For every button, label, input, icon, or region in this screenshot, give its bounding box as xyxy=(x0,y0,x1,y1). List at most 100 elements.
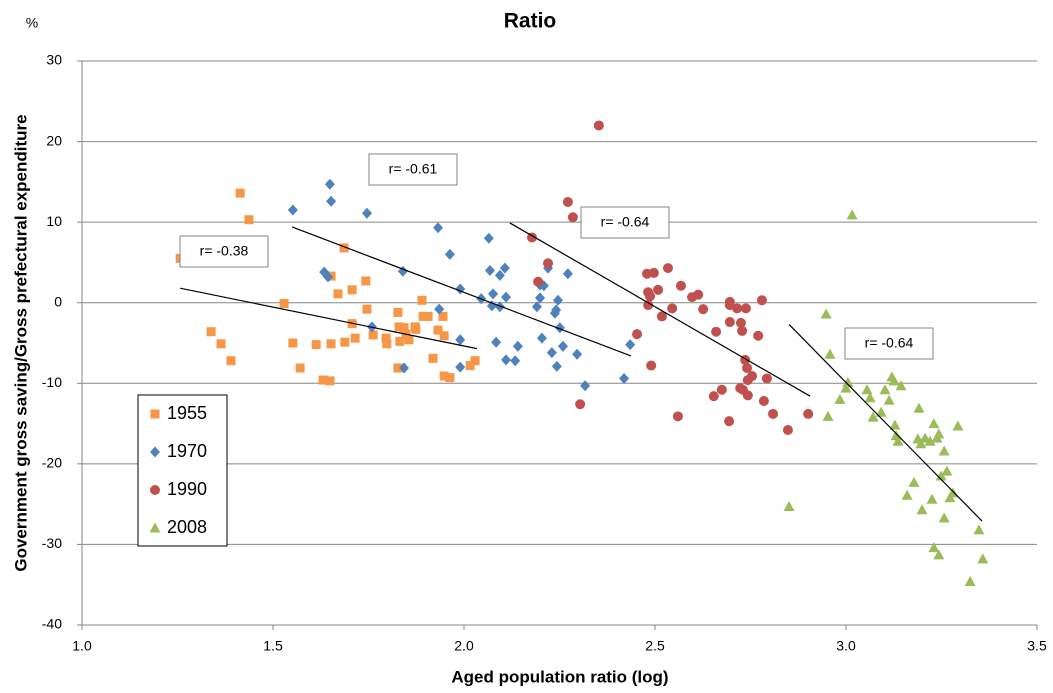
point xyxy=(494,301,505,313)
point xyxy=(625,339,636,351)
point xyxy=(711,326,722,337)
point xyxy=(742,390,753,401)
point xyxy=(756,295,767,306)
point xyxy=(724,416,735,427)
point xyxy=(546,347,557,359)
point xyxy=(501,291,512,303)
point xyxy=(399,362,410,374)
point xyxy=(381,333,391,343)
point xyxy=(742,362,753,373)
point xyxy=(394,322,404,332)
legend-marker xyxy=(150,485,160,495)
point xyxy=(698,304,709,315)
point xyxy=(455,361,466,373)
point xyxy=(340,337,350,347)
y-tick-label: 0 xyxy=(54,293,62,309)
legend-label: 2008 xyxy=(167,517,207,537)
annotation: r= -0.38 xyxy=(200,243,249,259)
point xyxy=(324,178,335,190)
point xyxy=(323,271,334,283)
point xyxy=(444,248,455,260)
y-tick-label: 30 xyxy=(46,52,62,68)
point xyxy=(326,195,337,207)
point xyxy=(619,372,630,384)
point xyxy=(295,363,305,373)
point xyxy=(347,285,357,295)
point xyxy=(216,339,226,349)
x-tick-label: 2.0 xyxy=(454,638,474,654)
point xyxy=(890,430,902,441)
point xyxy=(662,263,673,274)
chart-title: Ratio xyxy=(504,10,557,33)
point xyxy=(913,402,925,413)
point xyxy=(675,280,686,291)
point xyxy=(494,269,505,281)
annotation-box xyxy=(844,327,934,360)
point xyxy=(782,425,793,436)
point xyxy=(339,243,349,253)
point xyxy=(499,262,510,274)
annotation: r= -0.64 xyxy=(865,335,914,351)
point xyxy=(883,394,895,405)
y-axis-title: Government gross saving/Gross prefectura… xyxy=(11,114,30,571)
point xyxy=(901,489,913,500)
point xyxy=(439,371,449,381)
point xyxy=(235,188,245,198)
point xyxy=(557,340,568,352)
point xyxy=(562,268,573,280)
point xyxy=(735,317,746,328)
y-tick-label: 20 xyxy=(46,132,62,148)
point xyxy=(536,332,547,344)
point xyxy=(648,267,659,278)
point xyxy=(552,294,563,306)
point xyxy=(433,325,443,335)
point xyxy=(418,311,428,321)
point xyxy=(977,553,989,564)
point xyxy=(861,384,873,395)
point xyxy=(361,207,372,219)
point xyxy=(938,445,950,456)
point xyxy=(938,512,950,523)
point xyxy=(501,354,512,366)
point xyxy=(368,330,378,340)
legend-box xyxy=(137,394,228,547)
point xyxy=(395,336,405,346)
point xyxy=(483,232,494,244)
point xyxy=(908,476,920,487)
point xyxy=(708,391,719,402)
x-axis-title: Aged population ratio (log) xyxy=(451,667,668,686)
point xyxy=(362,304,372,314)
point xyxy=(361,276,371,286)
annotation: r= -0.61 xyxy=(389,161,438,177)
point xyxy=(288,338,298,348)
point xyxy=(740,303,751,314)
legend-marker xyxy=(150,446,160,458)
point xyxy=(543,258,554,269)
point xyxy=(916,504,928,515)
point xyxy=(572,348,583,360)
trend-line xyxy=(180,287,478,350)
point xyxy=(952,420,964,431)
point xyxy=(393,363,403,373)
point xyxy=(864,392,876,403)
point xyxy=(350,333,360,343)
trend-line xyxy=(291,226,632,357)
point xyxy=(318,375,328,385)
point xyxy=(643,300,654,311)
point xyxy=(551,304,562,316)
point xyxy=(915,438,927,449)
point xyxy=(879,384,891,395)
point xyxy=(411,324,421,334)
point xyxy=(580,380,591,392)
point xyxy=(933,428,945,439)
point xyxy=(926,493,938,504)
point xyxy=(803,408,814,419)
point xyxy=(892,435,904,446)
point xyxy=(491,336,502,348)
point xyxy=(653,284,664,295)
legend: 1955 1970 1990 2008 xyxy=(137,394,228,547)
point xyxy=(724,317,735,328)
y-tick-label: 10 xyxy=(46,213,62,229)
point xyxy=(484,264,495,276)
